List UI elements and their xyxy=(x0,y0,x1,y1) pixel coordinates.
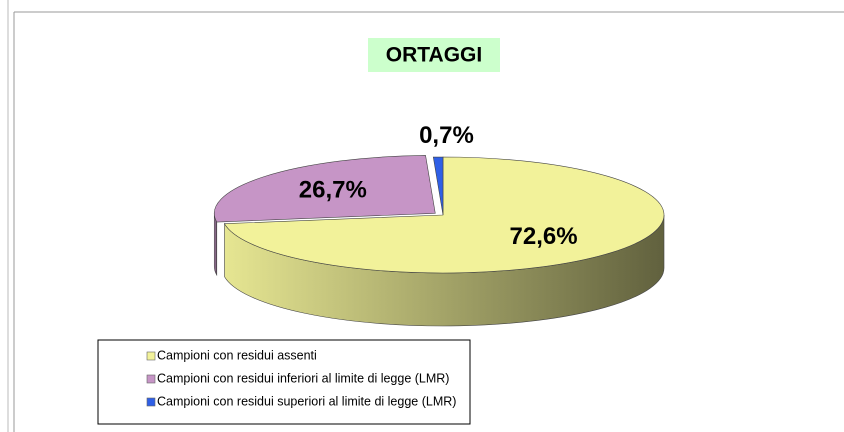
data-label: 0,7% xyxy=(419,122,474,149)
slice xyxy=(214,155,436,223)
legend-label: Campioni con residui assenti xyxy=(157,348,317,362)
legend-swatch xyxy=(146,374,156,384)
pie xyxy=(213,155,665,327)
legend-label: Campioni con residui superiori al limite… xyxy=(157,394,456,408)
slice xyxy=(432,156,444,216)
chart-title: ORTAGGI xyxy=(386,44,482,67)
legend-swatch xyxy=(146,351,156,361)
title-box xyxy=(368,38,500,72)
data-label: 72,6% xyxy=(510,223,578,250)
slice-side xyxy=(213,213,218,277)
legend-label: Campioni con residui inferiori al limite… xyxy=(157,371,449,385)
legend-swatch xyxy=(146,397,156,407)
data-label: 26,7% xyxy=(299,177,367,204)
slice xyxy=(223,156,665,274)
legend xyxy=(97,339,471,425)
